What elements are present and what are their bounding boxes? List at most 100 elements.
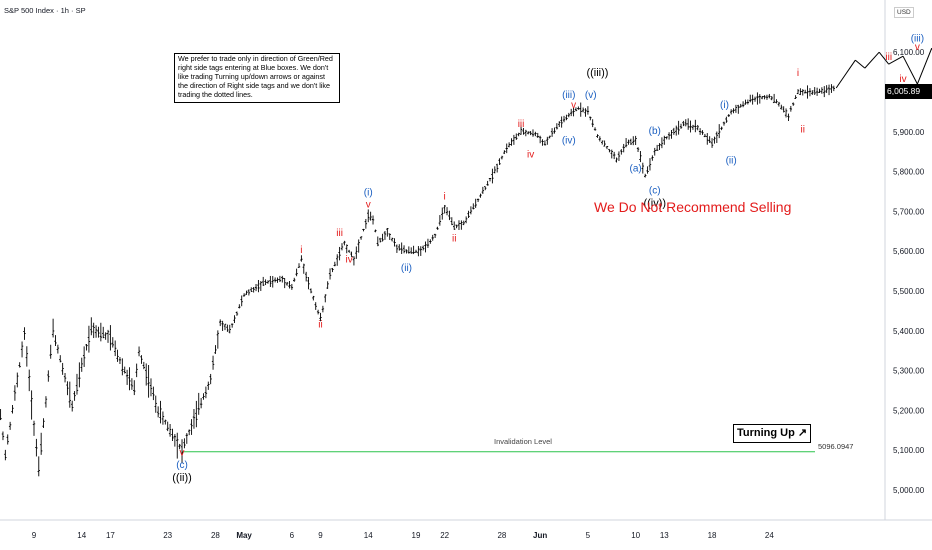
price-bar xyxy=(355,246,358,259)
projection-segment xyxy=(888,55,904,65)
price-bar xyxy=(51,318,55,338)
price-bar xyxy=(314,302,317,310)
y-tick-label: 5,000.00 xyxy=(893,486,925,495)
price-bar xyxy=(176,432,179,459)
price-bar xyxy=(548,135,551,139)
price-bar xyxy=(749,94,752,103)
price-bar xyxy=(102,326,105,339)
price-bar xyxy=(233,315,236,323)
projection-segment xyxy=(902,55,918,85)
trading-note: We prefer to trade only in direction of … xyxy=(174,53,340,103)
price-bar xyxy=(419,246,422,256)
price-bar xyxy=(823,86,826,98)
price-bar xyxy=(677,120,680,135)
price-bar xyxy=(223,323,227,331)
price-bar xyxy=(357,239,360,253)
price-bar xyxy=(565,114,568,121)
price-bar xyxy=(689,120,692,133)
x-tick-label: 19 xyxy=(412,531,421,540)
price-bar xyxy=(47,370,50,382)
price-bar xyxy=(684,119,687,127)
x-tick-label: 17 xyxy=(106,531,115,540)
price-bar xyxy=(68,381,72,408)
wave-label: ((iv)) xyxy=(643,198,666,210)
price-bar xyxy=(307,277,310,290)
price-bar xyxy=(517,132,520,137)
price-bar xyxy=(39,432,43,455)
price-bar xyxy=(190,419,193,435)
y-axis[interactable]: 5,000.00 5,100.00 5,200.00 5,300.00 5,400.00… xyxy=(893,48,925,495)
price-bar xyxy=(505,143,508,154)
price-bar xyxy=(35,438,38,457)
price-bar xyxy=(632,136,635,146)
price-bar xyxy=(615,157,618,163)
wave-label: (i) xyxy=(364,187,373,198)
price-bar xyxy=(0,409,2,421)
price-bar xyxy=(390,237,394,242)
price-bar xyxy=(433,233,437,239)
price-bar xyxy=(328,268,332,280)
price-bar xyxy=(550,128,554,137)
price-bar xyxy=(675,125,678,136)
projection-segment xyxy=(864,51,880,69)
price-bar xyxy=(553,127,556,134)
currency-label[interactable]: USD xyxy=(894,7,914,18)
price-bar xyxy=(636,147,640,153)
price-bar xyxy=(266,280,270,284)
price-bar xyxy=(560,116,563,128)
price-bar xyxy=(453,221,456,230)
wave-label: ii xyxy=(452,233,456,244)
price-bar xyxy=(30,390,33,420)
x-tick-label: 9 xyxy=(318,531,323,540)
price-bar xyxy=(655,144,659,151)
price-bar xyxy=(147,365,150,398)
price-bar xyxy=(617,151,621,161)
price-bar xyxy=(226,324,229,332)
price-bar xyxy=(546,136,549,145)
price-bar xyxy=(142,361,146,370)
price-bar xyxy=(97,326,100,338)
projection-segment xyxy=(878,51,890,65)
wave-label: v xyxy=(180,447,185,458)
price-bar xyxy=(13,385,17,401)
price-bar xyxy=(333,261,337,267)
price-bar xyxy=(772,93,776,104)
price-bar xyxy=(815,87,819,96)
price-bar xyxy=(82,346,86,367)
price-bar xyxy=(536,132,539,138)
price-bar xyxy=(579,102,582,117)
price-bar xyxy=(620,149,623,155)
price-bar xyxy=(393,238,396,247)
projection-segment xyxy=(854,59,866,69)
price-bar xyxy=(770,95,773,101)
price-bar xyxy=(140,355,143,364)
price-bar xyxy=(359,236,363,240)
price-bar xyxy=(195,400,198,428)
price-bar xyxy=(634,135,637,146)
x-axis[interactable]: 9 14 17 23 28 May 6 9 14 19 22 28 Jun 5 10 13 18 24 xyxy=(32,531,775,540)
price-bar xyxy=(125,369,129,385)
price-bar xyxy=(572,107,575,117)
price-bar xyxy=(297,263,301,268)
price-bar xyxy=(343,240,346,246)
price-bar xyxy=(703,133,707,138)
price-bar xyxy=(336,254,339,266)
price-bar xyxy=(522,127,525,135)
price-bar xyxy=(679,123,683,129)
price-bar xyxy=(753,96,757,102)
price-bar xyxy=(207,381,210,390)
price-bar xyxy=(768,93,771,99)
price-bar xyxy=(405,249,408,254)
price-bar xyxy=(312,295,315,301)
price-bar xyxy=(527,131,530,135)
price-bar xyxy=(417,246,420,257)
price-bar xyxy=(718,124,721,139)
price-bar xyxy=(367,209,370,223)
price-bar xyxy=(462,220,465,226)
price-bar xyxy=(302,263,305,274)
price-bar xyxy=(300,255,303,262)
price-bar xyxy=(777,101,781,107)
price-bar xyxy=(293,277,296,282)
chart-title[interactable]: S&P 500 Index · 1h · SP xyxy=(4,6,86,15)
